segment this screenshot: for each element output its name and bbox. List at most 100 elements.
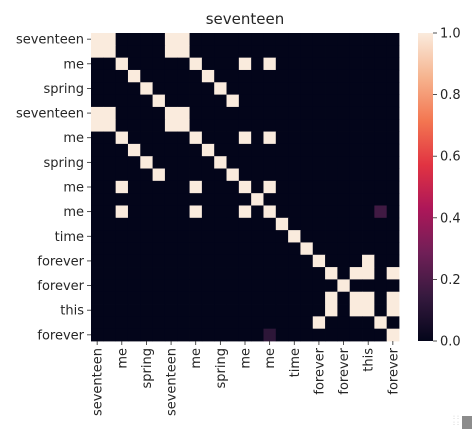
heatmap-cell	[116, 218, 129, 231]
heatmap-cell	[387, 279, 400, 292]
heatmap-cell	[276, 132, 289, 145]
heatmap-cell	[177, 279, 190, 292]
heatmap-cell	[374, 279, 387, 292]
heatmap-cell	[153, 58, 166, 71]
heatmap-cell	[251, 70, 264, 83]
heatmap-cell	[325, 304, 338, 317]
heatmap-cell	[276, 144, 289, 157]
heatmap-cell	[128, 107, 141, 120]
heatmap-cell	[288, 267, 301, 280]
heatmap-cell	[227, 218, 240, 231]
heatmap-cell	[140, 316, 153, 329]
heatmap-cell	[153, 193, 166, 206]
heatmap-cell	[251, 95, 264, 108]
heatmap-cell	[116, 156, 129, 169]
heatmap-cell	[190, 45, 203, 58]
heatmap-cell	[374, 218, 387, 231]
heatmap-cell	[337, 95, 350, 108]
heatmap-cell	[116, 279, 129, 292]
heatmap-cell	[325, 144, 338, 157]
x-tick-label: me	[189, 348, 204, 369]
heatmap-cell	[91, 58, 104, 71]
heatmap-cell	[153, 218, 166, 231]
heatmap-cell	[128, 169, 141, 182]
resize-handle[interactable]	[462, 416, 472, 429]
heatmap-cell	[190, 255, 203, 268]
heatmap-cell	[239, 279, 252, 292]
heatmap-cell	[116, 95, 129, 108]
heatmap-cell	[190, 193, 203, 206]
heatmap-cell	[128, 82, 141, 95]
heatmap-cell	[190, 292, 203, 305]
heatmap-cell	[91, 193, 104, 206]
heatmap-cell	[337, 107, 350, 120]
heatmap-cell	[387, 58, 400, 71]
heatmap-cell	[165, 95, 178, 108]
heatmap-cell	[276, 316, 289, 329]
heatmap-cell	[239, 292, 252, 305]
colorbar-tick-label: 0.0	[440, 335, 461, 350]
y-tick-label: seventeen	[16, 107, 84, 122]
heatmap-cell	[227, 58, 240, 71]
heatmap-cell	[91, 329, 104, 342]
heatmap-cell	[128, 45, 141, 58]
heatmap-cell	[202, 45, 215, 58]
heatmap-cell	[116, 45, 129, 58]
heatmap-cell	[374, 169, 387, 182]
heatmap-cell	[288, 156, 301, 169]
heatmap-cell	[350, 156, 363, 169]
heatmap-cell	[374, 95, 387, 108]
heatmap-cell	[214, 119, 227, 132]
heatmap-cell	[165, 218, 178, 231]
heatmap-cell	[214, 255, 227, 268]
heatmap-cell	[263, 242, 276, 255]
heatmap-cell	[190, 58, 203, 71]
heatmap-cell	[177, 95, 190, 108]
heatmap-cell	[214, 304, 227, 317]
heatmap-cell	[276, 45, 289, 58]
heatmap-cell	[239, 82, 252, 95]
heatmap-cell	[91, 242, 104, 255]
heatmap-cell	[288, 70, 301, 83]
heatmap-cell	[214, 82, 227, 95]
heatmap-cell	[165, 329, 178, 342]
heatmap-cell	[337, 181, 350, 194]
heatmap-cell	[91, 45, 104, 58]
y-tick-label: me	[63, 205, 84, 220]
heatmap-cell	[153, 316, 166, 329]
heatmap-cell	[337, 45, 350, 58]
heatmap-cell	[337, 33, 350, 46]
heatmap-cell	[140, 33, 153, 46]
heatmap-cell	[128, 255, 141, 268]
heatmap-cell	[313, 242, 326, 255]
heatmap-cell	[177, 255, 190, 268]
heatmap-cell	[177, 169, 190, 182]
heatmap-cell	[288, 119, 301, 132]
heatmap-cell	[263, 316, 276, 329]
heatmap-cell	[362, 329, 375, 342]
heatmap-cell	[202, 304, 215, 317]
heatmap-cell	[202, 58, 215, 71]
heatmap-cell	[313, 107, 326, 120]
heatmap-cell	[387, 329, 400, 342]
y-tick-label: this	[60, 304, 84, 319]
heatmap-cell	[202, 230, 215, 243]
heatmap-cell	[91, 230, 104, 243]
x-tick-label: this	[362, 348, 377, 372]
heatmap-cell	[227, 304, 240, 317]
heatmap-cell	[288, 255, 301, 268]
heatmap-cell	[350, 242, 363, 255]
heatmap-cell	[325, 33, 338, 46]
heatmap-cell	[165, 33, 178, 46]
heatmap-cell	[91, 181, 104, 194]
heatmap-cell	[227, 144, 240, 157]
heatmap-cell	[202, 156, 215, 169]
heatmap-cell	[251, 329, 264, 342]
y-tick-label: spring	[44, 82, 84, 97]
heatmap-cell	[190, 82, 203, 95]
heatmap-cell	[239, 45, 252, 58]
heatmap-cell	[91, 132, 104, 145]
heatmap-cell	[288, 242, 301, 255]
heatmap-cell	[140, 329, 153, 342]
heatmap-cell	[140, 70, 153, 83]
